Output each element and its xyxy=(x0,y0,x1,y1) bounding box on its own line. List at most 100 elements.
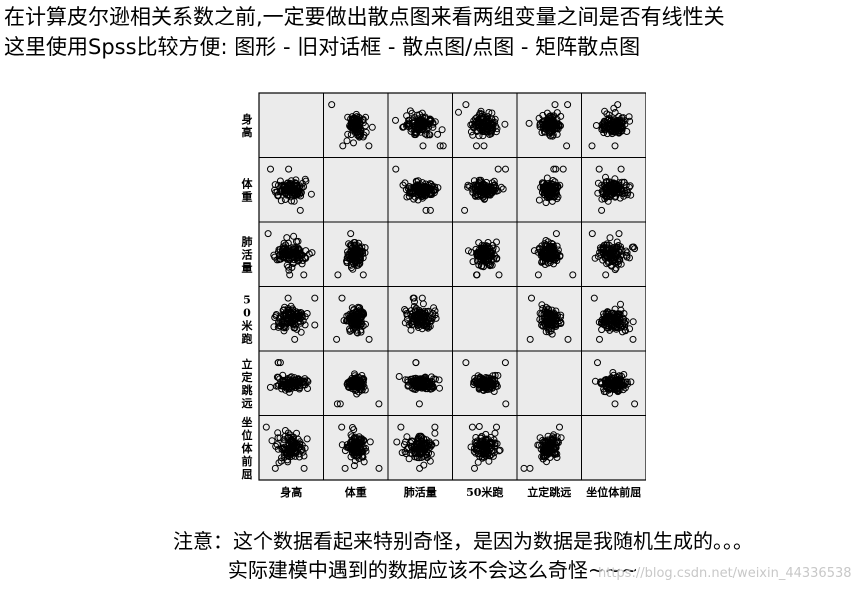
scatter-point xyxy=(604,116,612,124)
scatter-point xyxy=(344,254,352,262)
scatter-point xyxy=(415,191,423,199)
scatter-point xyxy=(283,185,291,193)
scatter-point xyxy=(547,442,555,450)
scatter-point xyxy=(475,132,483,140)
scatter-point xyxy=(547,248,555,256)
scatter-point xyxy=(295,248,303,256)
scatter-point xyxy=(350,426,358,434)
scatter-point xyxy=(360,131,368,139)
scatter-point xyxy=(356,249,364,257)
scatter-point xyxy=(401,319,409,327)
scatter-point xyxy=(274,373,282,381)
scatter-point xyxy=(598,120,606,128)
row-label-char: 立 xyxy=(242,357,253,371)
scatter-point xyxy=(591,254,599,262)
scatter-point xyxy=(428,441,436,449)
scatter-point xyxy=(553,257,561,265)
scatter-point xyxy=(534,441,542,449)
scatter-point xyxy=(537,445,545,453)
scatter-point xyxy=(542,199,550,207)
scatter-point xyxy=(296,206,304,214)
scatter-point xyxy=(609,379,617,387)
scatter-point xyxy=(403,112,411,120)
scatter-point xyxy=(495,271,503,279)
scatter-point xyxy=(352,315,360,323)
scatter-point xyxy=(353,445,361,453)
scatter-point xyxy=(436,384,443,392)
scatter-point xyxy=(365,142,373,150)
scatter-point xyxy=(413,120,421,128)
scatter-cell-points xyxy=(530,230,577,279)
scatter-point xyxy=(268,437,276,445)
scatter-point xyxy=(611,400,619,408)
scatter-point xyxy=(274,429,282,437)
scatter-point xyxy=(303,435,311,443)
scatter-point xyxy=(426,131,434,139)
scatter-point xyxy=(481,440,489,448)
scatter-point xyxy=(622,327,629,335)
row-label-char: 跑 xyxy=(242,331,253,345)
row-label-char: 重 xyxy=(242,189,253,203)
scatter-point xyxy=(598,316,606,324)
scatter-point xyxy=(608,126,616,134)
scatter-cell-points xyxy=(333,294,373,343)
scatter-point xyxy=(352,380,360,388)
scatter-point xyxy=(485,109,493,116)
scatter-cell-points xyxy=(591,359,639,408)
row-label-char: 高 xyxy=(242,125,253,139)
scatter-point xyxy=(489,247,497,255)
scatter-point xyxy=(486,262,494,270)
scatter-point xyxy=(416,464,424,472)
scatter-point xyxy=(352,117,360,125)
scatter-point xyxy=(359,271,367,279)
scatter-point xyxy=(602,379,610,387)
scatter-point xyxy=(276,188,284,196)
row-label-char: 位 xyxy=(242,428,253,442)
scatter-point xyxy=(501,359,509,367)
scatter-point xyxy=(602,173,609,181)
scatter-point xyxy=(438,126,446,134)
scatter-point xyxy=(613,238,621,246)
scatter-point xyxy=(296,440,303,448)
scatter-point xyxy=(610,382,618,390)
scatter-point xyxy=(496,446,504,454)
scatter-point xyxy=(493,238,500,246)
scatter-point xyxy=(299,448,307,456)
scatter-point xyxy=(545,130,553,138)
scatter-point xyxy=(410,380,418,388)
scatter-point xyxy=(484,258,492,266)
scatter-point xyxy=(347,312,355,320)
scatter-point xyxy=(419,142,427,150)
intro-line-1: 在计算皮尔逊相关系数之前,一定要做出散点图来看两组变量之间是否有线性关 xyxy=(4,5,725,29)
caption-line-1: 注意：这个数据看起来特别奇怪，是因为数据是我随机生成的。。。 xyxy=(173,529,753,553)
scatter-point xyxy=(348,122,356,130)
scatter-point xyxy=(616,252,624,260)
scatter-point xyxy=(610,128,617,136)
scatter-point xyxy=(626,325,634,333)
scatter-point xyxy=(392,165,400,173)
scatter-cell-points xyxy=(525,101,572,150)
scatter-point xyxy=(410,183,418,191)
scatter-point xyxy=(545,182,553,190)
scatter-cell-points xyxy=(467,423,504,472)
scatter-point xyxy=(288,442,296,450)
scatter-point xyxy=(298,260,306,268)
scatter-cell-points xyxy=(464,238,503,279)
scatter-point xyxy=(602,246,610,254)
scatter-point xyxy=(293,238,300,246)
scatter-point xyxy=(554,320,562,328)
scatter-point xyxy=(347,230,355,238)
scatter-point xyxy=(366,438,374,446)
scatter-point xyxy=(629,318,637,326)
scatter-point xyxy=(502,165,509,173)
scatter-point xyxy=(611,109,619,116)
scatter-point xyxy=(423,451,431,459)
scatter-point xyxy=(300,183,308,191)
scatter-point xyxy=(525,119,533,127)
scatter-point xyxy=(304,385,311,392)
scatter-point xyxy=(462,359,470,367)
scatter-point xyxy=(603,184,611,192)
scatter-point xyxy=(353,308,360,316)
scatter-point xyxy=(480,380,488,388)
scatter-point xyxy=(375,400,383,408)
